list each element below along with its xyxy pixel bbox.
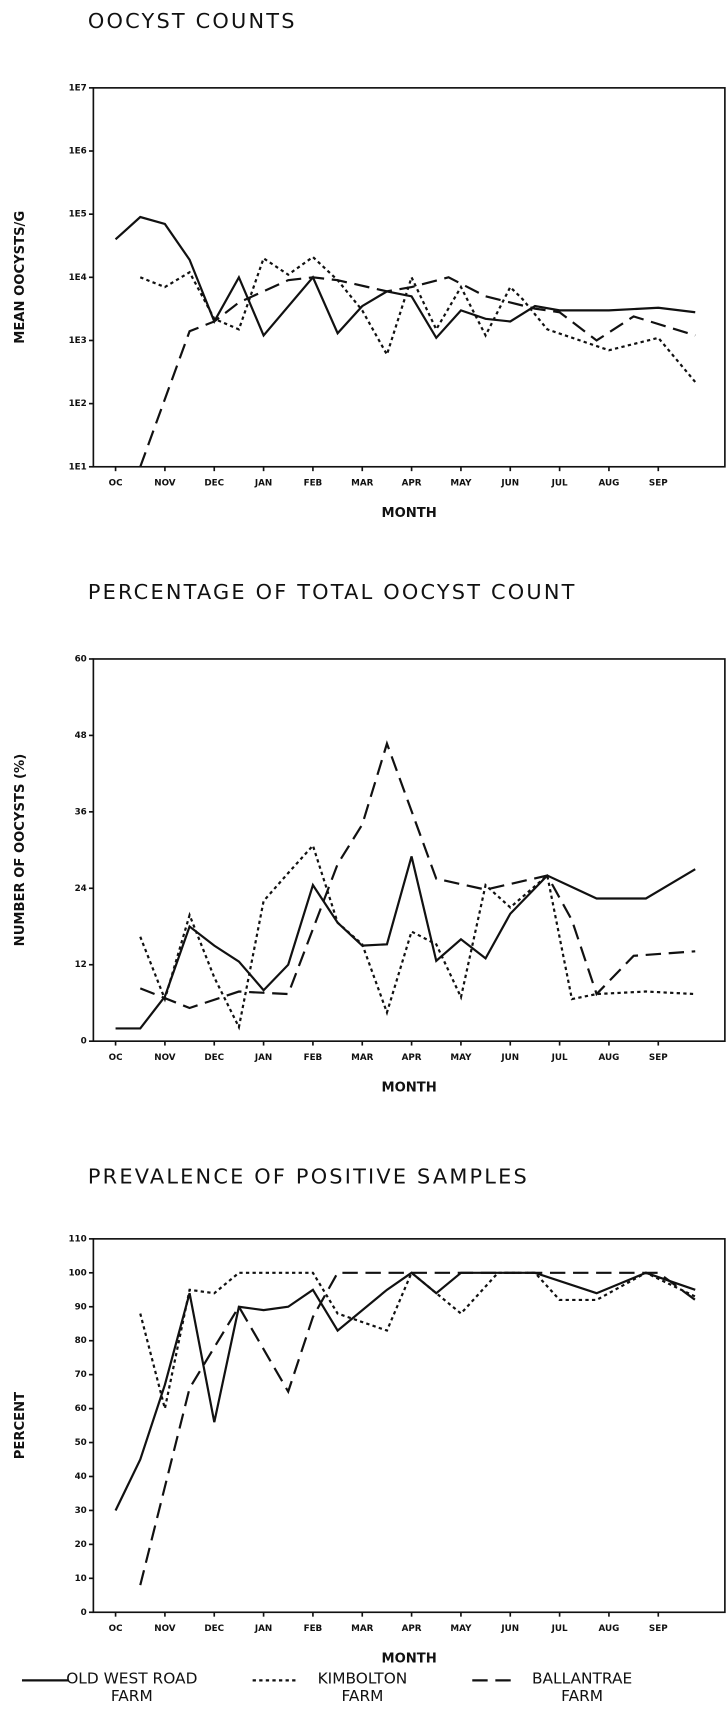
legend-label: OLD WEST ROAD FARM [66, 1670, 198, 1706]
x-tick-label: AUG [599, 1053, 620, 1063]
series-line [115, 856, 696, 1030]
x-tick-label: DEC [204, 479, 224, 489]
legend-item: OLD WEST ROAD FARM [21, 1670, 198, 1706]
x-tick-label: JAN [254, 1053, 272, 1063]
chart-title: OOCYST COUNTS [88, 9, 297, 33]
x-tick-label: APR [402, 1053, 422, 1063]
y-tick-label: 1E4 [69, 273, 87, 283]
plot-frame [92, 658, 726, 1042]
x-tick-label: MAY [450, 1624, 472, 1634]
y-tick-label: 1E1 [69, 462, 87, 472]
y-tick-label: 48 [75, 731, 87, 741]
x-axis-label: MONTH [381, 506, 436, 521]
x-tick-label: FEB [304, 479, 323, 489]
x-tick-label: SEP [649, 1624, 668, 1634]
plot-frame [92, 87, 726, 468]
x-tick-label: AUG [599, 1624, 620, 1634]
y-tick-label: 40 [75, 1472, 87, 1482]
x-tick-label: JAN [254, 1624, 272, 1634]
x-axis-label: MONTH [381, 1651, 436, 1666]
legend-item: KIMBOLTON FARM [252, 1670, 408, 1706]
series-line [139, 255, 697, 383]
x-tick-label: APR [402, 1624, 422, 1634]
x-tick-label: FEB [304, 1624, 323, 1634]
x-tick-label: AUG [599, 479, 620, 489]
y-tick-label: 100 [68, 1268, 86, 1278]
y-tick-label: 80 [75, 1336, 87, 1346]
y-tick-label: 60 [75, 1404, 87, 1414]
y-tick-label: 24 [75, 884, 87, 894]
y-tick-label: 70 [75, 1370, 87, 1380]
legend-box: KIMBOLTON FARM [317, 1670, 408, 1706]
y-tick-label: 0 [81, 1037, 87, 1047]
x-tick-label: MAY [450, 479, 472, 489]
x-tick-label: MAR [351, 479, 374, 489]
x-tick-label: SEP [649, 1053, 668, 1063]
legend-box: OLD WEST ROAD FARM [66, 1670, 198, 1706]
series-line [139, 1271, 696, 1409]
x-tick-label: JUN [500, 479, 519, 489]
chart-title: PERCENTAGE OF TOTAL OOCYST COUNT [88, 580, 577, 604]
series-line [139, 740, 696, 1010]
y-tick-label: 12 [75, 960, 87, 970]
x-tick-label: JUL [551, 1624, 568, 1634]
y-tick-label: 50 [75, 1438, 87, 1448]
x-tick-label: JAN [254, 479, 272, 489]
legend-label: BALLANTRAE FARM [531, 1670, 633, 1706]
x-tick-label: OC [109, 1624, 123, 1634]
y-tick-label: 36 [75, 807, 87, 817]
y-tick-label: 60 [75, 654, 87, 664]
y-axis-label: NUMBER OF OOCYSTS (%) [13, 754, 28, 947]
y-tick-label: 30 [75, 1506, 87, 1516]
y-tick-label: 0 [81, 1608, 87, 1618]
x-tick-label: NOV [154, 1053, 176, 1063]
legend-item: BALLANTRAE FARM [472, 1670, 633, 1706]
series-line [139, 276, 696, 468]
x-tick-label: MAY [450, 1053, 472, 1063]
y-tick-label: 110 [68, 1234, 86, 1244]
y-axis-label: MEAN OOCYSTS/G [13, 211, 28, 344]
x-tick-label: FEB [304, 1053, 323, 1063]
legend-box: BALLANTRAE FARM [531, 1670, 633, 1706]
x-tick-label: NOV [154, 1624, 176, 1634]
x-tick-label: SEP [649, 479, 668, 489]
series-line [139, 843, 696, 1031]
x-tick-label: MAR [351, 1624, 374, 1634]
y-tick-label: 20 [75, 1540, 87, 1550]
y-tick-label: 1E3 [69, 336, 87, 346]
x-tick-label: NOV [154, 479, 176, 489]
x-tick-label: MAR [351, 1053, 374, 1063]
x-tick-label: OC [109, 1053, 123, 1063]
series-line [114, 215, 696, 340]
x-tick-label: DEC [204, 1624, 224, 1634]
x-tick-label: JUN [500, 1053, 519, 1063]
x-axis-label: MONTH [381, 1080, 436, 1095]
y-tick-label: 1E7 [69, 83, 87, 93]
y-tick-label: 1E2 [69, 399, 87, 409]
y-tick-label: 90 [75, 1302, 87, 1312]
x-tick-label: JUN [500, 1624, 519, 1634]
x-tick-label: JUL [551, 1053, 568, 1063]
y-tick-label: 1E6 [69, 147, 87, 157]
x-tick-label: APR [402, 479, 422, 489]
series-line [114, 1271, 696, 1511]
x-tick-label: OC [109, 479, 123, 489]
x-tick-label: JUL [551, 479, 568, 489]
legend-label: KIMBOLTON FARM [317, 1670, 408, 1706]
y-axis-label: PERCENT [13, 1392, 28, 1459]
series-line [139, 1271, 696, 1586]
plot-frame [92, 1238, 726, 1614]
y-tick-label: 1E5 [69, 210, 87, 220]
x-tick-label: DEC [204, 1053, 224, 1063]
chart-title: PREVALENCE OF POSITIVE SAMPLES [88, 1164, 529, 1188]
y-tick-label: 10 [75, 1574, 87, 1584]
